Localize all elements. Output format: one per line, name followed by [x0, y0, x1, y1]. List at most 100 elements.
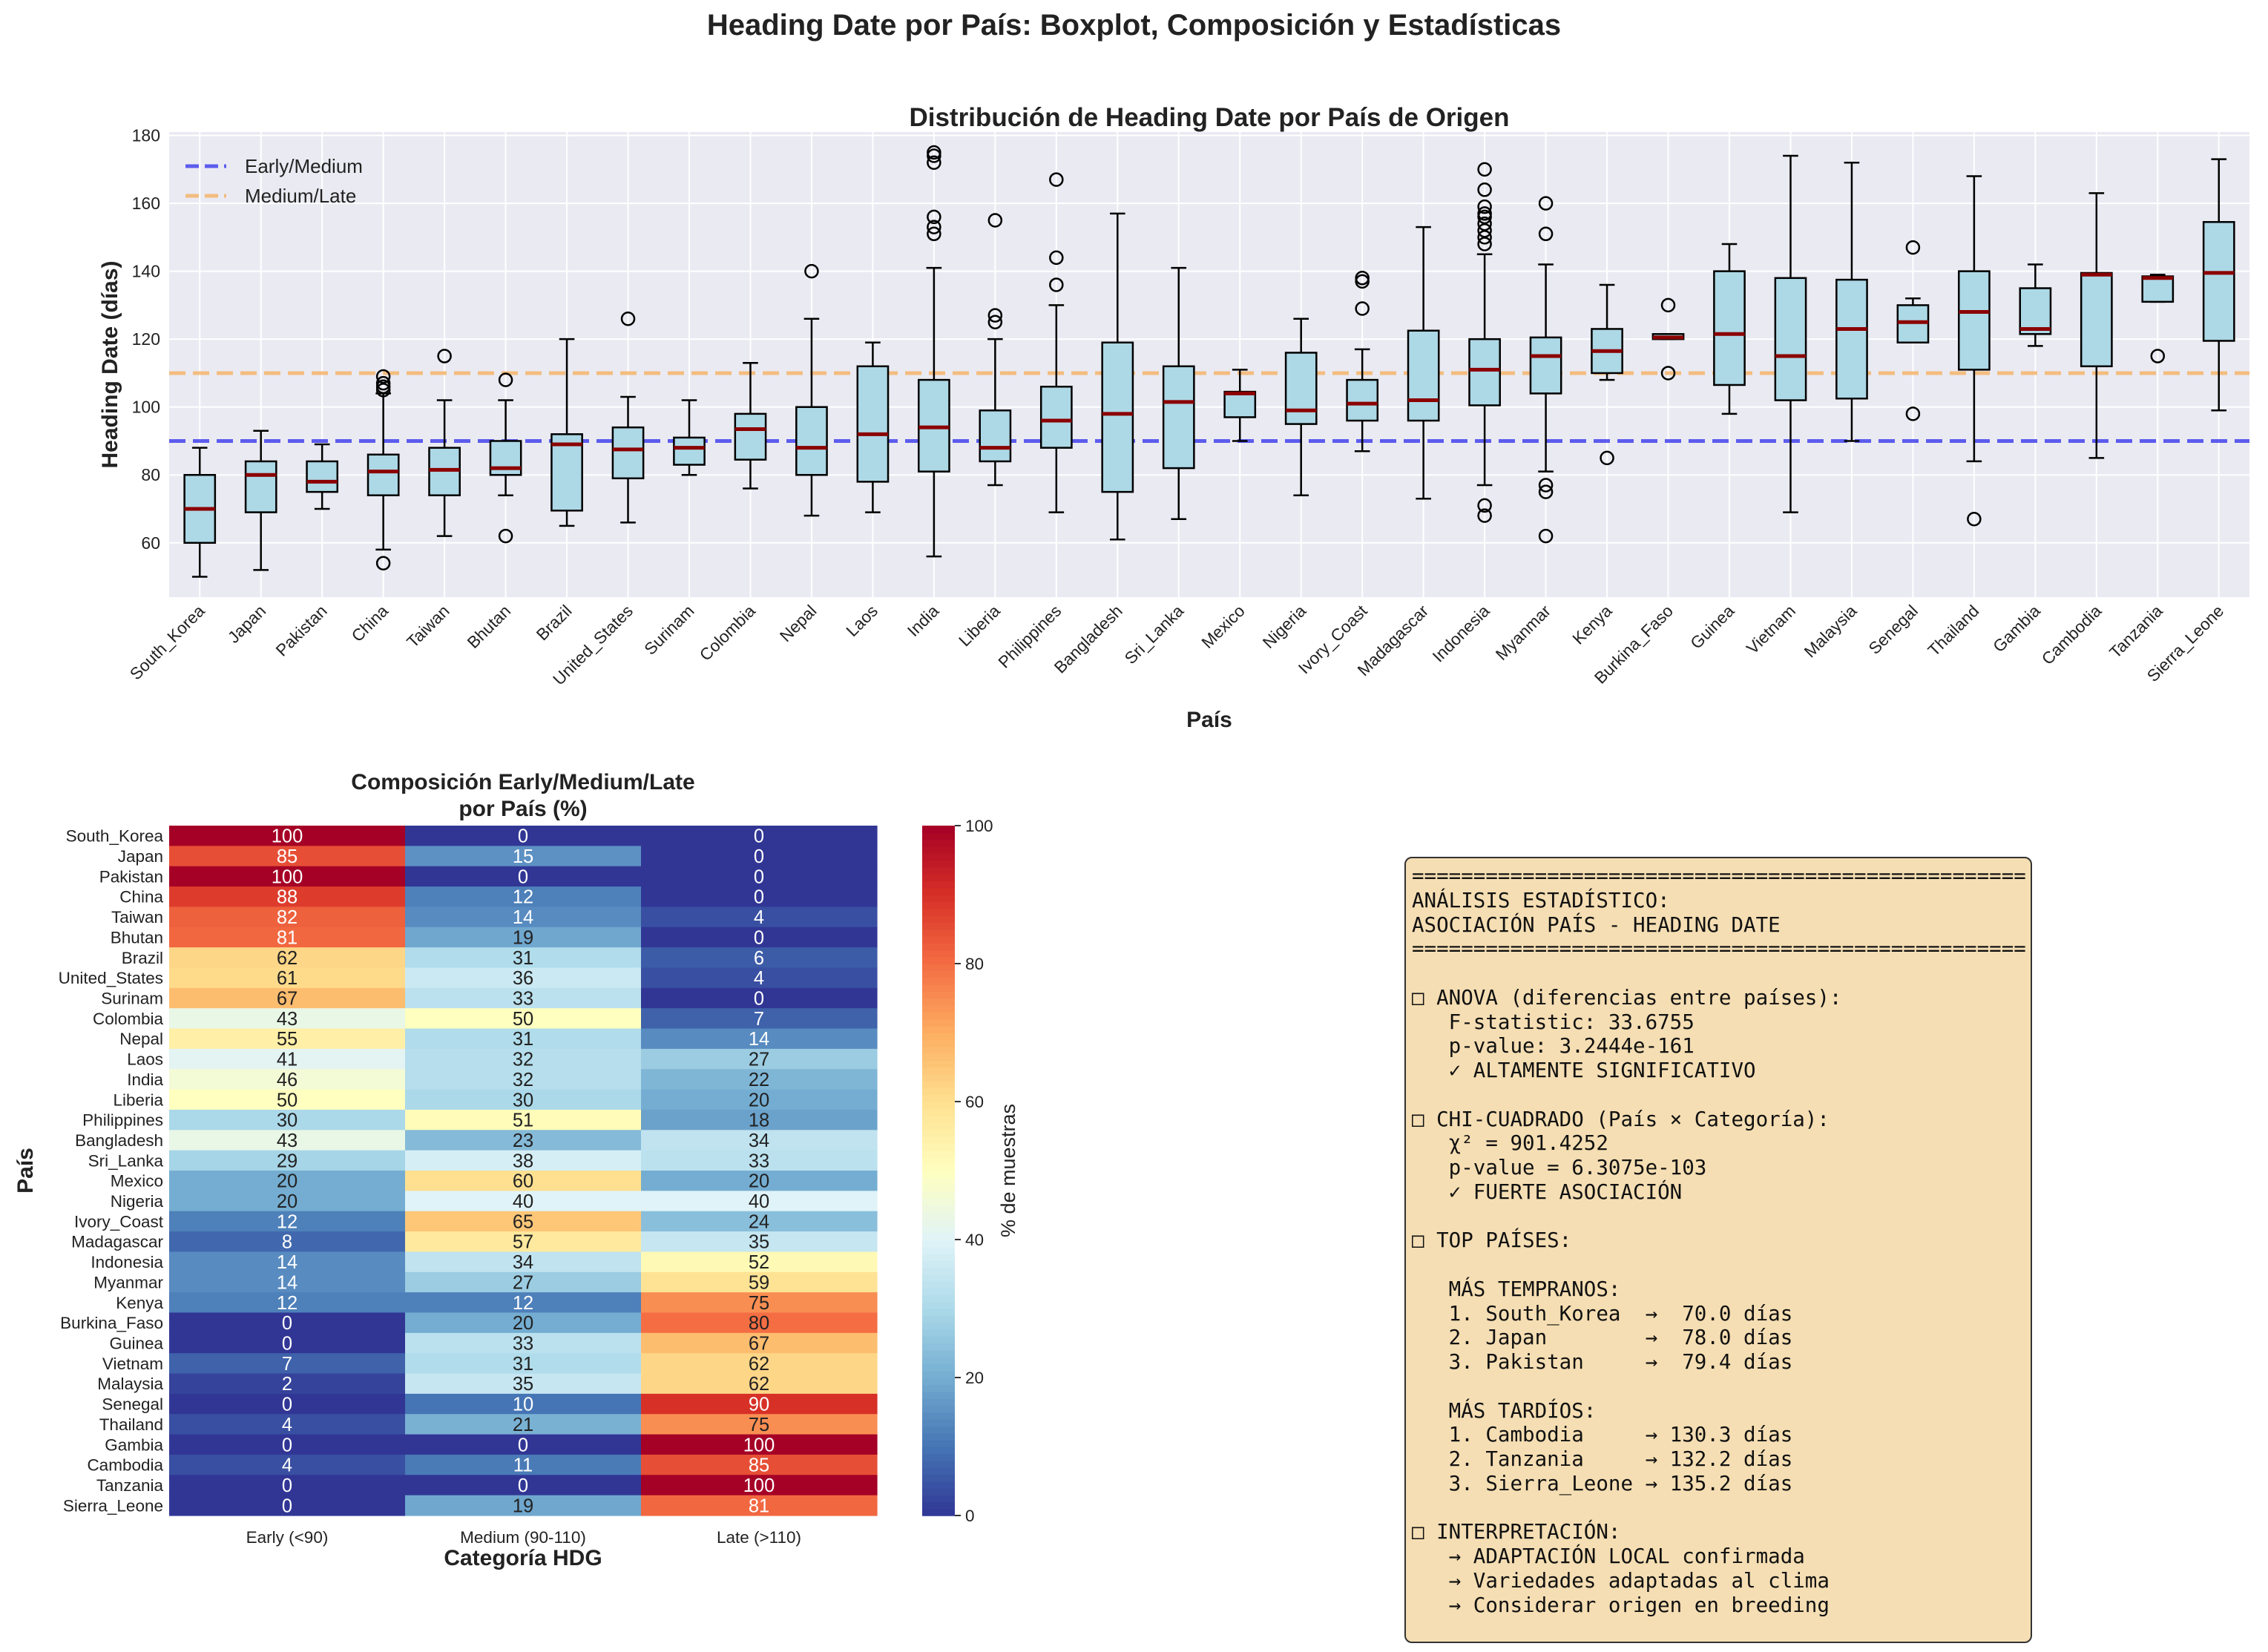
box-Indonesia — [1468, 162, 1501, 523]
outlier-point — [1660, 297, 1676, 313]
heatmap-cell-label: 81 — [277, 927, 298, 948]
heatmap-cell — [169, 1454, 406, 1475]
heatmap-cell-label: 35 — [749, 1232, 769, 1253]
heatmap-row-label: Taiwan — [111, 908, 163, 927]
colorbar-segment — [922, 1060, 955, 1068]
heatmap-cell-label: 0 — [518, 826, 528, 847]
heatmap-cell-label: 30 — [513, 1090, 533, 1110]
heatmap-cell-label: 0 — [518, 1475, 528, 1496]
heatmap-cell-label: 0 — [754, 887, 764, 908]
heatmap-cell-label: 14 — [277, 1272, 298, 1293]
colorbar-segment — [922, 1163, 955, 1171]
colorbar-segment — [922, 1004, 955, 1013]
heatmap-x-axis-label: Categoría HDG — [444, 1546, 602, 1570]
heatmap-cell-label: 27 — [513, 1272, 533, 1293]
heatmap-cell — [169, 1150, 406, 1171]
heatmap-cell — [169, 1191, 406, 1212]
heatmap-cell-label: 80 — [749, 1313, 769, 1334]
outlier-point — [1049, 250, 1064, 266]
heatmap-cell — [169, 1008, 406, 1030]
colorbar-segment — [922, 1046, 955, 1054]
heatmap-cell-label: 29 — [277, 1151, 298, 1171]
heatmap-row-label: Liberia — [113, 1090, 163, 1109]
outlier-point — [1355, 301, 1370, 316]
x-tick-label: Japan — [224, 602, 269, 647]
heatmap-cell — [169, 1373, 406, 1395]
heatmap-cell-label: 12 — [513, 1293, 533, 1314]
heatmap-cell — [405, 1251, 642, 1273]
colorbar-segment — [922, 1412, 955, 1420]
x-tick-label: Laos — [843, 602, 881, 640]
heatmap-cell-label: 35 — [513, 1374, 533, 1395]
colorbar-segment — [922, 1274, 955, 1282]
heatmap-cell-label: 19 — [513, 927, 533, 948]
heatmap-cell-label: 33 — [513, 1334, 533, 1355]
heatmap-row-label: Laos — [127, 1050, 163, 1069]
colorbar-segment — [922, 1156, 955, 1165]
heatmap-row-label: Mexico — [111, 1172, 163, 1191]
colorbar-segment — [922, 1467, 955, 1475]
heatmap-cell-label: 40 — [513, 1191, 533, 1212]
outlier-point — [927, 145, 941, 160]
heatmap-cell-label: 50 — [513, 1009, 533, 1030]
heatmap-cell-label: 52 — [749, 1252, 769, 1273]
legend-label: Medium/Late — [245, 185, 356, 207]
heatmap-cell-label: 0 — [754, 927, 764, 948]
heatmap-cell — [405, 1393, 642, 1415]
outlier-point — [1477, 216, 1492, 231]
x-tick-label: Thailand — [1924, 602, 1983, 660]
heatmap-cell — [641, 846, 878, 867]
colorbar-segment — [922, 1087, 955, 1096]
heatmap-cell-label: 0 — [282, 1395, 292, 1415]
colorbar-segment — [922, 1301, 955, 1309]
colorbar-segment — [922, 1115, 955, 1123]
colorbar-segment — [922, 874, 955, 882]
iqr-box — [1713, 270, 1746, 386]
heatmap-cell — [169, 1109, 406, 1131]
heatmap-cell — [641, 1332, 878, 1354]
heatmap-row-label: India — [127, 1070, 163, 1089]
heatmap-cell-label: 12 — [277, 1293, 298, 1314]
outlier-point — [498, 372, 513, 387]
y-tick-label: 80 — [141, 465, 160, 484]
box-Ivory_Coast — [1346, 271, 1379, 453]
heatmap-cell — [169, 1495, 406, 1516]
colorbar-segment — [922, 860, 955, 868]
colorbar-segment — [922, 1260, 955, 1268]
iqr-box — [1039, 385, 1073, 449]
colorbar-tick-label: 0 — [965, 1507, 975, 1525]
heatmap-cell — [405, 1130, 642, 1151]
heatmap-cell — [169, 947, 406, 969]
heatmap-cell-label: 34 — [749, 1131, 769, 1151]
iqr-box — [734, 412, 767, 461]
heatmap-row-label: United_States — [59, 969, 163, 987]
colorbar-segment — [922, 956, 955, 964]
colorbar-segment — [922, 1129, 955, 1137]
heatmap-cell-label: 0 — [282, 1475, 292, 1496]
heatmap-row-label: Colombia — [93, 1010, 164, 1028]
iqr-box — [2019, 287, 2052, 335]
colorbar-segment — [922, 1225, 955, 1234]
heatmap-cell — [169, 1251, 406, 1273]
heatmap-row-label: Kenya — [116, 1294, 163, 1312]
colorbar-segment — [922, 1391, 955, 1399]
heatmap-row-label: Guinea — [109, 1335, 163, 1353]
colorbar-segment — [922, 832, 955, 840]
iqr-box — [856, 365, 890, 483]
box-Myanmar — [1529, 196, 1562, 544]
colorbar-tick-label: 60 — [965, 1093, 984, 1111]
colorbar-segment — [922, 1108, 955, 1116]
heatmap-cell — [169, 1069, 406, 1090]
heatmap-cell-label: 62 — [749, 1354, 769, 1375]
iqr-box — [1774, 277, 1807, 401]
outlier-point — [927, 226, 941, 242]
colorbar-segment — [922, 1495, 955, 1503]
heatmap-cell — [405, 1211, 642, 1232]
box-Malaysia — [1835, 161, 1868, 442]
colorbar-segment — [922, 1198, 955, 1206]
colorbar-segment — [922, 1081, 955, 1089]
heatmap-cell-label: 82 — [277, 907, 298, 928]
heatmap-row-label: Tanzania — [96, 1476, 164, 1495]
heatmap-cell-label: 62 — [749, 1374, 769, 1395]
